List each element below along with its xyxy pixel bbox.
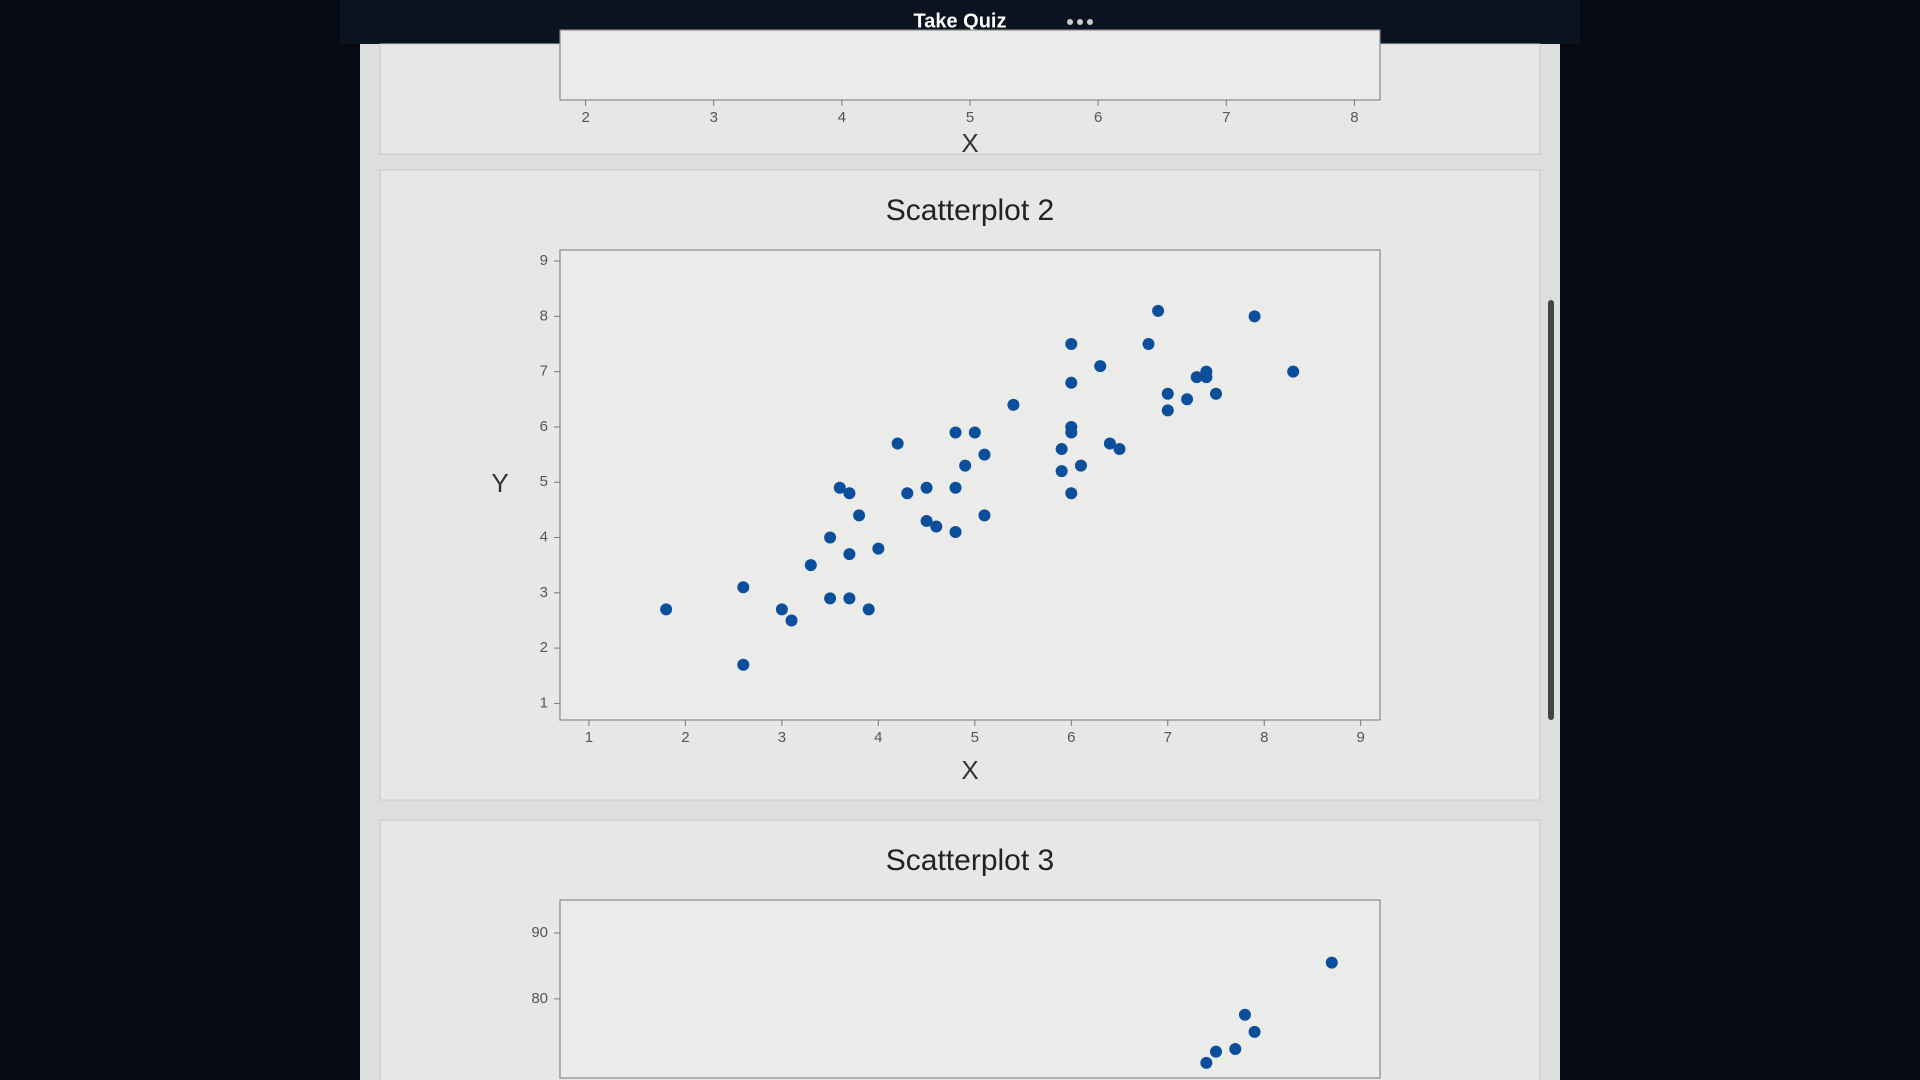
point [872,542,885,555]
point [1200,365,1213,378]
point [853,509,866,522]
point [843,548,856,561]
point [978,509,991,522]
point [1248,1025,1261,1038]
point [1055,465,1068,478]
point [1229,1042,1242,1055]
point [1065,338,1078,350]
x-tick-label: 8 [1350,109,1358,126]
point [1152,304,1165,317]
point [824,531,837,544]
y-tick-label: 7 [540,363,548,380]
point [843,592,856,605]
point [930,520,943,533]
menu-dots[interactable] [1067,19,1093,25]
y-tick-label: 9 [540,252,548,269]
point [949,426,962,439]
x-axis-label: X [961,755,978,785]
x-tick-label: 8 [1260,729,1268,746]
y-axis-label: Y [491,468,508,498]
point [833,481,846,494]
y-tick-label: 80 [531,990,548,1007]
point [1103,437,1116,450]
point [1065,376,1078,389]
y-tick-label: 3 [540,584,548,601]
plot-frame [559,899,1381,1079]
point [1210,387,1222,400]
y-tick-label: 6 [540,418,548,435]
x-tick-label: 7 [1164,729,1172,746]
point [1287,365,1300,378]
point [920,514,933,527]
point [737,581,750,594]
scrollbar[interactable] [1548,300,1554,720]
point [1200,1056,1213,1069]
point [949,481,962,494]
y-tick-label: 8 [540,307,548,324]
point [968,426,981,439]
x-tick-label: 7 [1222,109,1230,126]
y-tick-label: 4 [540,528,548,545]
point [1007,398,1020,411]
chart-title: Scatterplot 2 [886,194,1054,227]
x-tick-label: 4 [874,729,882,746]
point [1161,387,1174,400]
y-tick-label: 5 [540,473,548,490]
x-tick-label: 2 [581,109,589,126]
point [843,487,856,500]
point [1065,426,1078,439]
x-tick-label: 4 [838,109,846,126]
point [901,487,914,500]
x-axis-label: X [961,128,978,158]
x-tick-label: 5 [971,729,979,746]
point [1248,310,1261,323]
point [1142,338,1155,350]
point [920,481,933,494]
point [1094,360,1107,373]
x-tick-label: 3 [778,729,786,746]
x-tick-label: 2 [681,729,689,746]
y-tick-label: 90 [531,924,548,941]
plot-frame [559,249,1381,721]
y-tick-label: 1 [540,694,548,711]
point [1055,443,1068,456]
point [737,658,750,671]
dot [1087,19,1093,25]
dot [1077,19,1083,25]
header-title: Take Quiz [914,10,1007,32]
point [1190,371,1203,384]
point [949,526,962,538]
x-tick-label: 9 [1357,729,1365,746]
point [978,448,991,461]
point [1181,393,1194,406]
point [1238,1008,1251,1021]
point [862,603,875,616]
plot-frame [559,29,1381,101]
point [1074,459,1087,472]
point [824,592,837,605]
point [804,559,817,572]
point [1161,404,1174,417]
x-tick-label: 6 [1094,109,1102,126]
y-tick-label: 2 [540,639,548,656]
dot [1067,19,1073,25]
point [1325,956,1338,969]
point [891,437,904,450]
point [660,603,673,616]
x-tick-label: 6 [1067,729,1075,746]
point [1113,443,1126,456]
point [775,603,788,616]
point [1065,487,1078,500]
x-tick-label: 3 [710,109,718,126]
x-tick-label: 1 [585,729,593,746]
chart-title: Scatterplot 3 [886,844,1054,877]
point [785,614,798,627]
point [959,459,972,472]
point [1210,1045,1222,1058]
x-tick-label: 5 [966,109,974,126]
